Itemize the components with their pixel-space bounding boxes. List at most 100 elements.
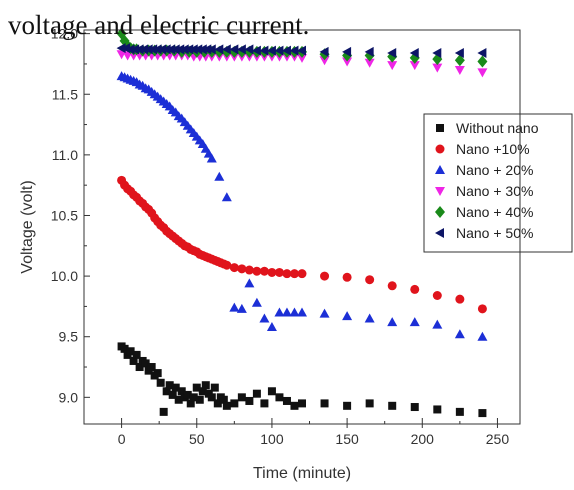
- y-axis-label: Voltage (volt): [19, 180, 36, 273]
- data-point: [165, 381, 174, 390]
- data-point: [183, 390, 192, 399]
- data-point: [210, 383, 219, 392]
- data-point: [252, 266, 262, 276]
- legend-entry: Nano +10%: [456, 141, 530, 157]
- data-point: [297, 45, 306, 56]
- data-point: [478, 409, 487, 418]
- data-point: [259, 313, 270, 323]
- data-point: [364, 58, 375, 68]
- data-point: [342, 57, 353, 67]
- data-point: [245, 396, 254, 405]
- data-point: [259, 45, 269, 56]
- data-point: [152, 44, 162, 55]
- data-point: [161, 44, 171, 55]
- y-tick-label: 9.0: [59, 389, 79, 405]
- data-point: [237, 264, 247, 274]
- data-point: [455, 294, 465, 304]
- data-point: [251, 45, 261, 56]
- data-point: [297, 269, 307, 279]
- x-tick-label: 0: [118, 431, 126, 447]
- legend-marker: [435, 228, 444, 238]
- data-point: [432, 319, 443, 329]
- data-point: [143, 44, 153, 55]
- legend-entry: Nano + 40%: [456, 204, 533, 220]
- data-point: [222, 260, 232, 270]
- data-point: [342, 272, 352, 282]
- data-point: [214, 171, 225, 181]
- data-point: [148, 44, 158, 55]
- data-point: [207, 393, 216, 402]
- legend-entry: Nano + 30%: [456, 183, 533, 199]
- data-point: [221, 192, 232, 202]
- data-point: [156, 378, 165, 387]
- data-point: [289, 307, 300, 317]
- data-point: [275, 393, 284, 402]
- data-point: [454, 54, 465, 67]
- data-point: [229, 44, 239, 55]
- data-point: [125, 44, 135, 55]
- data-point: [120, 344, 129, 353]
- data-point: [477, 68, 488, 78]
- data-point: [230, 399, 239, 408]
- data-point: [116, 43, 126, 54]
- legend-box: [423, 113, 573, 253]
- data-point: [219, 395, 228, 404]
- data-point: [229, 263, 239, 273]
- data-point: [282, 396, 291, 405]
- data-point: [365, 275, 375, 285]
- x-tick-label: 150: [335, 431, 359, 447]
- plot-frame: [83, 29, 521, 425]
- data-point: [297, 53, 307, 63]
- data-point: [266, 45, 276, 56]
- series-1: [117, 342, 487, 418]
- data-point: [477, 331, 488, 341]
- data-point: [121, 43, 131, 54]
- data-point: [201, 381, 210, 390]
- data-point: [132, 350, 141, 359]
- x-axis-label: Time (minute): [253, 465, 351, 482]
- data-point: [213, 399, 222, 408]
- data-point: [184, 44, 194, 55]
- y-tick-label: 11.0: [52, 147, 78, 163]
- data-point: [166, 44, 176, 55]
- data-point: [177, 387, 186, 396]
- data-point: [129, 356, 138, 365]
- data-point: [193, 44, 203, 55]
- y-tick-label: 12.0: [51, 26, 78, 42]
- data-point: [251, 297, 262, 307]
- legend-entry: Nano + 50%: [456, 225, 533, 241]
- data-point: [214, 44, 224, 55]
- data-point: [236, 44, 246, 55]
- data-point: [244, 44, 254, 55]
- series-2: [117, 175, 487, 314]
- data-point: [281, 307, 292, 317]
- data-point: [188, 44, 198, 55]
- data-point: [130, 44, 140, 55]
- data-point: [409, 48, 419, 59]
- data-point: [364, 46, 374, 57]
- data-point: [387, 61, 398, 71]
- data-point: [237, 393, 246, 402]
- data-point: [244, 265, 254, 275]
- data-point: [139, 44, 149, 55]
- data-point: [319, 308, 330, 318]
- data-point: [409, 317, 420, 327]
- data-point: [147, 363, 156, 372]
- data-point: [153, 369, 162, 378]
- data-point: [364, 313, 375, 323]
- y-tick-label: 9.5: [59, 329, 79, 345]
- x-tick-label: 50: [189, 431, 205, 447]
- data-point: [342, 46, 352, 57]
- data-point: [297, 307, 307, 317]
- data-point: [179, 44, 189, 55]
- data-point: [455, 407, 464, 416]
- data-point: [236, 303, 247, 313]
- data-point: [365, 399, 374, 408]
- legend-marker: [435, 144, 445, 154]
- data-point: [170, 44, 180, 55]
- data-point: [266, 322, 277, 332]
- legend-marker: [435, 187, 445, 196]
- data-point: [289, 269, 299, 279]
- data-point: [274, 267, 284, 277]
